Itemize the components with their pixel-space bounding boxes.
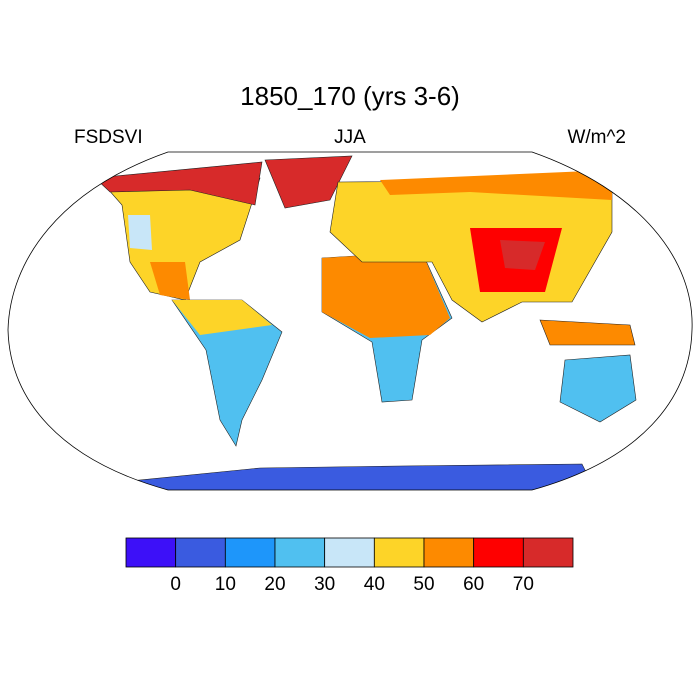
tibet [500, 240, 545, 270]
colorbar-label: 30 [314, 574, 335, 595]
australia [559, 354, 637, 423]
colorbar-box [522, 537, 574, 568]
south-america-north [172, 300, 272, 335]
north-america-south [150, 262, 190, 300]
colorbar-box [175, 537, 226, 568]
colorbar-label: 10 [215, 574, 236, 595]
colorbar-label: 40 [364, 574, 385, 595]
colorbar-box [423, 537, 475, 568]
arctic-canada [94, 161, 263, 206]
antarctica [99, 463, 601, 490]
north-america-west [128, 215, 152, 250]
title: 1850_170 (yrs 3-6) [240, 81, 460, 111]
colorbar-label: 0 [170, 574, 181, 595]
colorbar-box [224, 537, 276, 568]
maritime-asia [539, 319, 636, 346]
africa-north [322, 252, 450, 338]
south-america [171, 299, 283, 447]
units-label: W/m^2 [567, 127, 626, 148]
eurasia-north [380, 170, 612, 200]
colorbar-box [473, 537, 524, 568]
colorbar-box [125, 537, 177, 568]
colorbar-box [373, 537, 425, 568]
colorbar-box [274, 537, 326, 568]
colorbar-box [324, 537, 375, 568]
colorbar-label: 20 [264, 574, 285, 595]
map-border [7, 151, 693, 491]
colorbar-label: 50 [413, 574, 434, 595]
greenland [264, 155, 353, 209]
colorbar: 0 10 20 30 40 50 60 70 [125, 537, 574, 595]
map [94, 155, 637, 490]
colorbar-label: 60 [463, 574, 484, 595]
colorbar-label: 70 [513, 574, 534, 595]
variable-label: FSDSVI [74, 127, 143, 148]
season-label: JJA [334, 127, 366, 148]
